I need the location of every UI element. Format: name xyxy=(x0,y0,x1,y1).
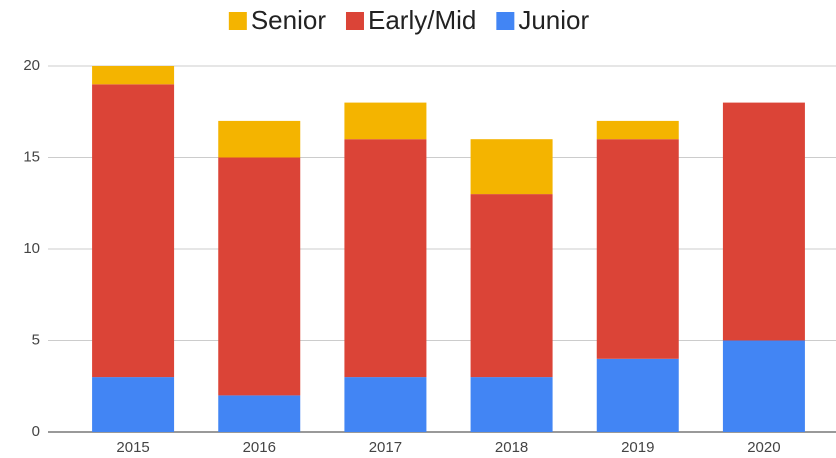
x-tick-label: 2017 xyxy=(369,439,402,456)
y-tick-label: 15 xyxy=(23,148,40,165)
x-tick-label: 2020 xyxy=(747,439,780,456)
bar-segment xyxy=(218,120,301,158)
bar-segment xyxy=(218,157,301,396)
legend-swatch xyxy=(345,12,364,30)
legend-swatch xyxy=(496,12,515,30)
x-tick-label: 2016 xyxy=(243,439,276,456)
bar-segment xyxy=(470,139,553,195)
bar-segment xyxy=(92,84,175,378)
y-tick-label: 0 xyxy=(32,423,40,440)
bar-segment xyxy=(470,377,553,432)
bar-segment xyxy=(596,139,679,359)
bar-segment xyxy=(344,139,427,378)
y-tick-label: 10 xyxy=(23,240,40,257)
bar-segment xyxy=(344,102,427,140)
legend-swatch xyxy=(228,12,247,30)
bar-segment xyxy=(218,395,301,432)
x-tick-label: 2019 xyxy=(621,439,654,456)
bar-segment xyxy=(470,194,553,378)
bar-segment xyxy=(596,358,679,432)
legend-label: Early/Mid xyxy=(368,5,476,35)
x-tick-label: 2018 xyxy=(495,439,528,456)
legend-label: Junior xyxy=(518,5,589,35)
bar-segment xyxy=(722,340,805,432)
bar-segment xyxy=(92,377,175,432)
x-tick-label: 2015 xyxy=(116,439,149,456)
y-tick-label: 20 xyxy=(23,57,40,74)
bar-segment xyxy=(92,66,175,85)
bar-segment xyxy=(596,120,679,140)
bar-segment xyxy=(722,102,805,341)
legend-label: Senior xyxy=(251,5,326,35)
y-tick-label: 5 xyxy=(32,331,40,348)
bar-segment xyxy=(344,377,427,432)
